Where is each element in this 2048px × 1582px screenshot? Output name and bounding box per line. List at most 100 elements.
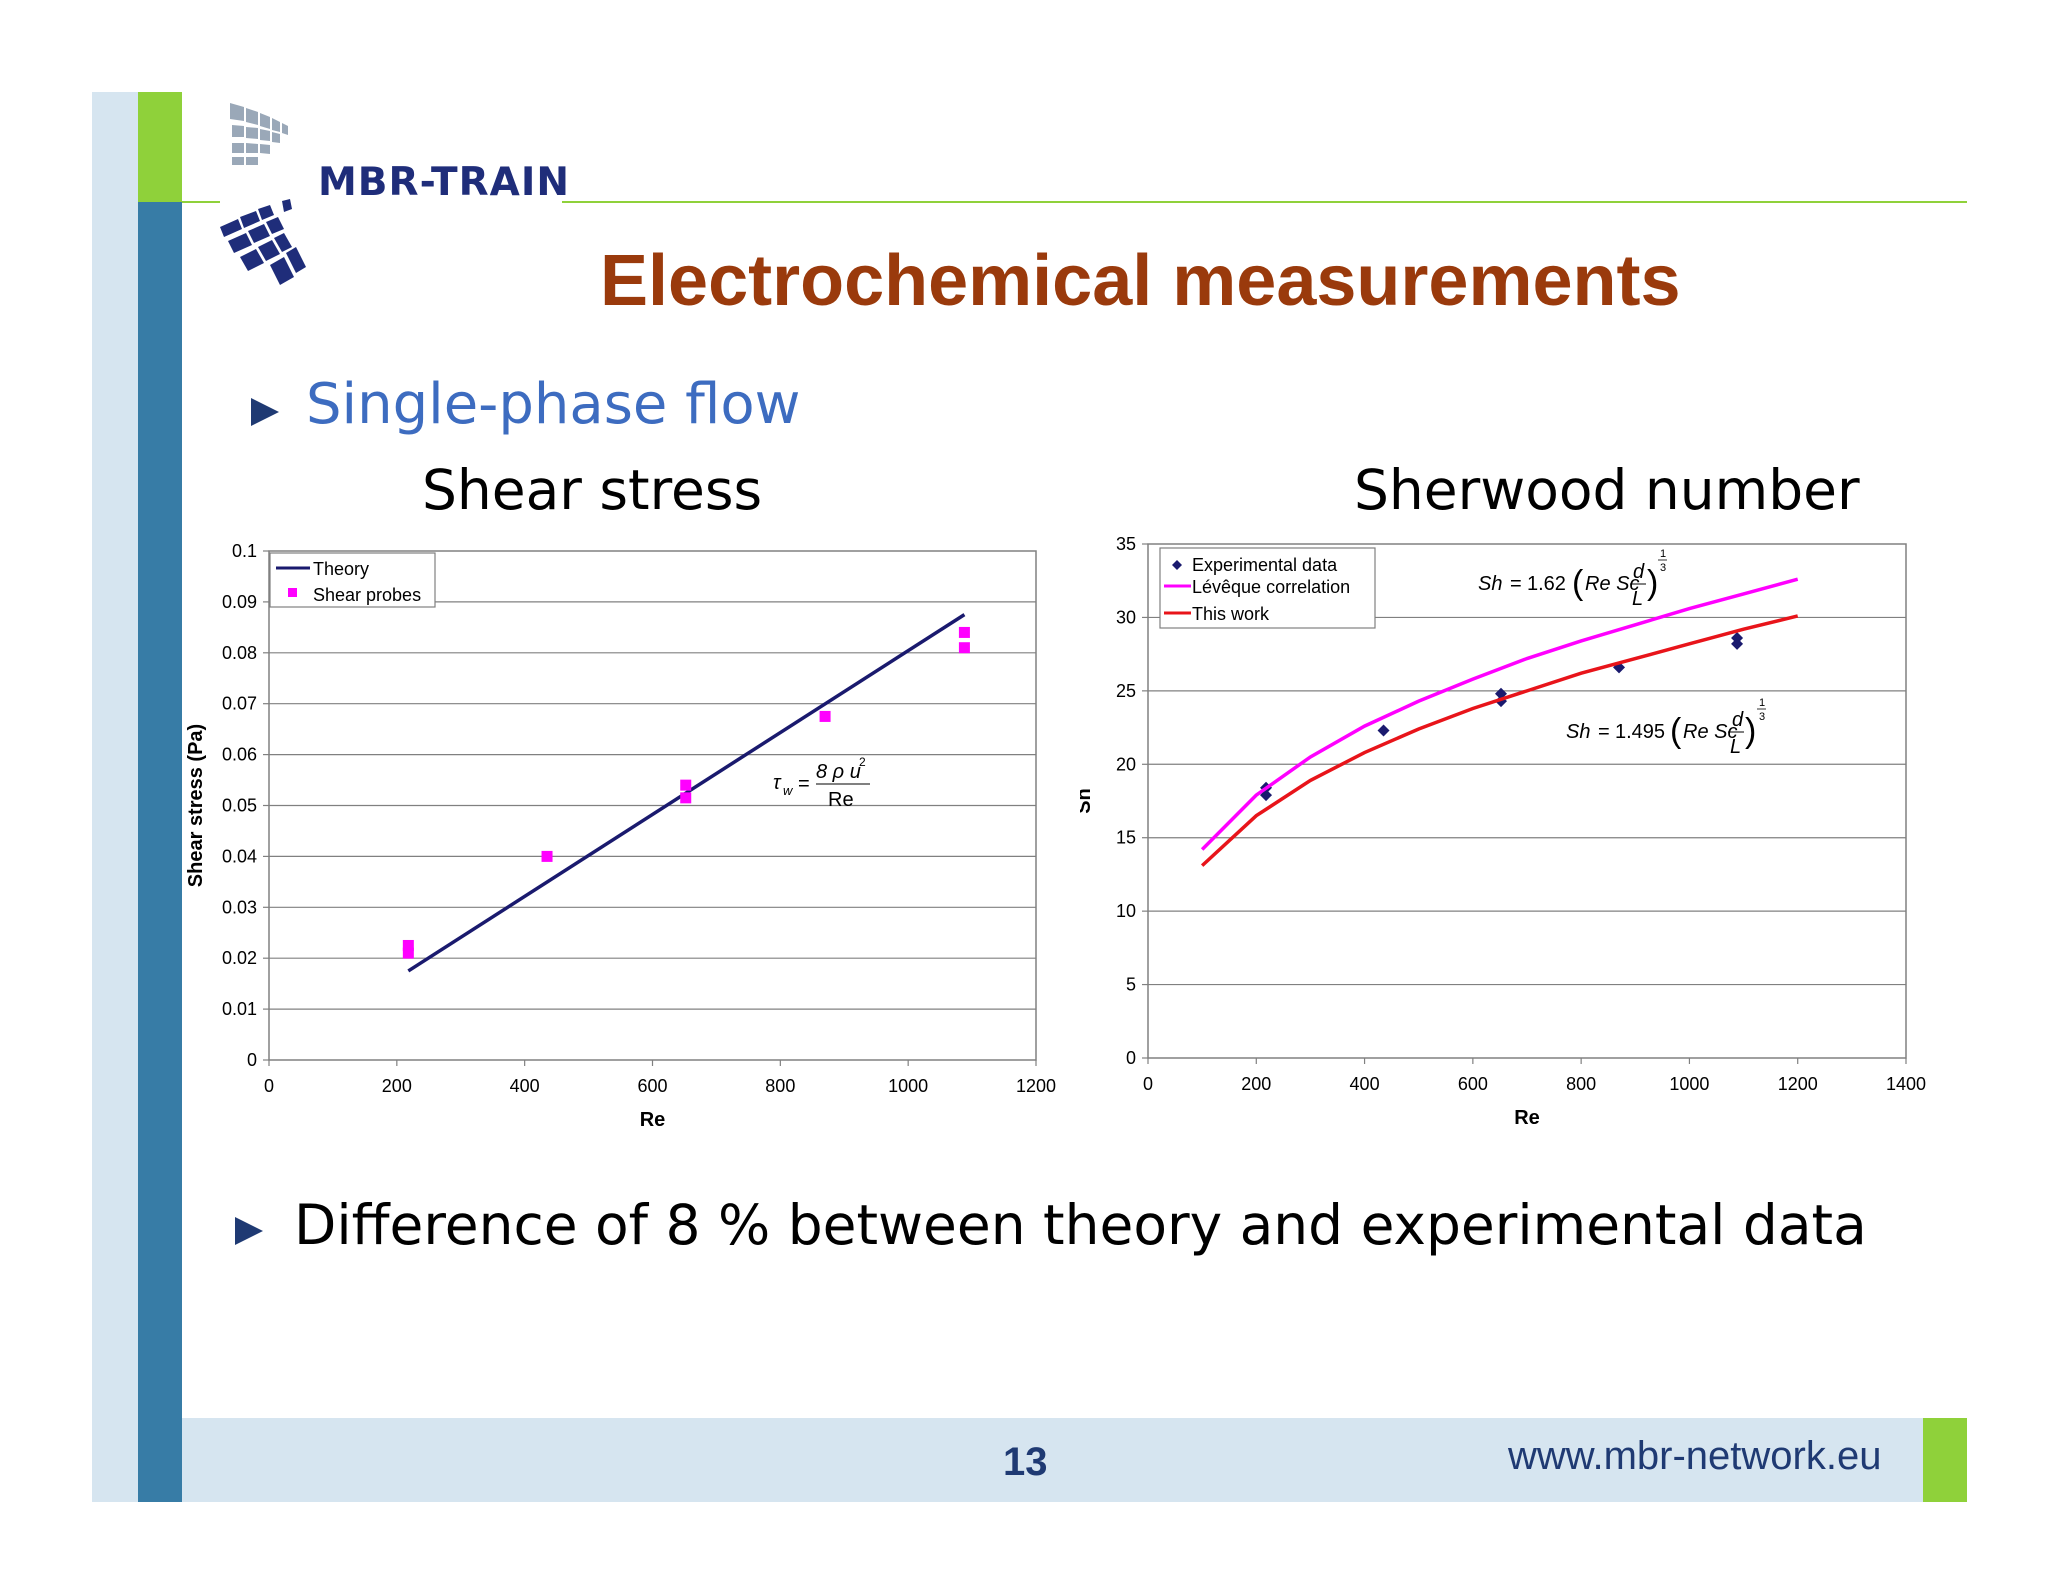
chart-heading-sherwood: Sherwood number <box>1354 458 1860 522</box>
shear-stress-chart: 0 0.01 0.02 0.03 0.04 0.05 0.06 0.07 0.08 0.09 0.1… <box>185 541 1056 1131</box>
plot-frame <box>1147 543 1907 1059</box>
logo-grid-icon <box>230 103 288 165</box>
svg-text:1.62: 1.62 <box>1527 573 1566 595</box>
data-point <box>541 850 553 862</box>
y-tick-label: 0 <box>1126 1048 1136 1068</box>
header-rule-left <box>182 201 220 203</box>
svg-text:3: 3 <box>1660 562 1666 574</box>
svg-text:3: 3 <box>1759 711 1765 723</box>
svg-text:Re Sc: Re Sc <box>1585 573 1639 595</box>
x-axis-label: Re <box>640 1109 666 1131</box>
x-tick-label: 600 <box>637 1076 667 1096</box>
data-point <box>958 642 970 654</box>
y-tick-label: 0.03 <box>222 897 257 917</box>
accent-block-top <box>138 92 182 202</box>
footer-url[interactable]: www.mbr-network.eu <box>1508 1434 1882 1478</box>
x-tick-label: 600 <box>1458 1074 1488 1094</box>
y-tick-label: 0.01 <box>222 999 257 1019</box>
mbr-train-logo <box>220 103 306 285</box>
x-tick-label: 1000 <box>888 1076 928 1096</box>
accent-block-bottom <box>1923 1418 1967 1502</box>
y-axis-label: Shear stress (Pa) <box>185 724 207 887</box>
side-strip-light <box>92 92 138 1502</box>
x-tick-label: 200 <box>382 1076 412 1096</box>
series-line <box>1200 577 1799 851</box>
svg-text:d: d <box>1633 561 1645 583</box>
svg-text:Sh: Sh <box>1478 573 1502 595</box>
svg-text:1: 1 <box>1660 548 1666 560</box>
svg-text:=: = <box>798 773 810 795</box>
y-tick-label: 0 <box>247 1050 257 1070</box>
svg-text:(: ( <box>1670 712 1682 750</box>
y-tick-label: 0.02 <box>222 948 257 968</box>
chart-heading-shear-stress: Shear stress <box>422 458 763 522</box>
legend-shear-probes: Shear probes <box>313 585 421 605</box>
y-tick-label: 10 <box>1116 901 1136 921</box>
grid <box>1148 616 1906 986</box>
legend-theory: Theory <box>313 559 369 579</box>
data-point <box>958 626 970 638</box>
formula-sub: w <box>783 783 794 798</box>
bullet-arrow-icon <box>235 1217 263 1245</box>
formula-this-work: Sh = 1.495 ( Re Sc d L ) 1 3 <box>1566 697 1766 758</box>
svg-text:1.495: 1.495 <box>1615 721 1665 743</box>
side-strip-dark <box>138 202 182 1502</box>
data-point <box>402 947 414 959</box>
formula-tau: τ w = 8 ρ u 2 Re <box>773 755 870 811</box>
data-point <box>1495 687 1508 700</box>
footer-bar <box>182 1418 1923 1502</box>
data-point <box>680 792 692 804</box>
x-ticks: 0 200 400 600 800 1000 1200 <box>264 1060 1056 1096</box>
y-tick-label: 5 <box>1126 975 1136 995</box>
y-tick-label: 0.09 <box>222 592 257 612</box>
x-tick-label: 800 <box>1566 1074 1596 1094</box>
x-tick-label: 400 <box>510 1076 540 1096</box>
data-point <box>680 779 692 791</box>
y-tick-label: 0.1 <box>232 541 257 561</box>
sherwood-chart: 0 5 10 15 20 25 30 35 0 200 400 600 800 1000 1200 1400… <box>1080 534 1926 1129</box>
y-ticks: 0 0.01 0.02 0.03 0.04 0.05 0.06 0.07 0.08 0.09 0.1 <box>222 541 269 1070</box>
y-tick-label: 35 <box>1116 534 1136 554</box>
y-tick-label: 15 <box>1116 828 1136 848</box>
data-point <box>1731 631 1744 644</box>
logo-grid-dark-icon <box>220 199 306 285</box>
data-point <box>402 939 414 951</box>
legend-experimental-data: Experimental data <box>1192 555 1338 575</box>
x-tick-label: 1200 <box>1016 1076 1056 1096</box>
data-point <box>1377 724 1390 737</box>
formula-lhs: τ <box>773 772 782 794</box>
svg-text:(: ( <box>1572 564 1584 602</box>
data-point <box>1613 661 1626 674</box>
svg-text:): ) <box>1745 712 1756 750</box>
y-tick-label: 0.04 <box>222 846 257 866</box>
svg-text:Sh: Sh <box>1566 721 1590 743</box>
y-tick-label: 0.08 <box>222 643 257 663</box>
y-tick-label: 20 <box>1116 754 1136 774</box>
legend-this-work: This work <box>1192 604 1270 624</box>
x-tick-label: 400 <box>1350 1074 1380 1094</box>
x-tick-label: 800 <box>765 1076 795 1096</box>
svg-text:=: = <box>1510 573 1522 595</box>
grid <box>269 601 1036 1010</box>
svg-text:1: 1 <box>1759 697 1765 709</box>
data-point <box>819 710 831 722</box>
y-ticks: 0 5 10 15 20 25 30 35 <box>1116 534 1148 1068</box>
y-axis-label: Sh <box>1080 788 1095 814</box>
logo-text: MBR-TRAIN <box>318 160 570 205</box>
legend: Theory Shear probes <box>269 552 436 608</box>
svg-text:L: L <box>1632 588 1643 610</box>
bullet-difference-note: Difference of 8 % between theory and exp… <box>294 1193 1867 1257</box>
svg-text:=: = <box>1598 721 1610 743</box>
y-tick-label: 0.07 <box>222 694 257 714</box>
x-tick-label: 1200 <box>1778 1074 1818 1094</box>
svg-text:): ) <box>1647 564 1658 602</box>
x-ticks: 0 200 400 600 800 1000 1200 1400 <box>1143 1058 1926 1094</box>
page-number: 13 <box>1003 1440 1048 1484</box>
x-tick-label: 200 <box>1241 1074 1271 1094</box>
x-tick-label: 0 <box>264 1076 274 1096</box>
formula-leveque: Sh = 1.62 ( Re Sc d L ) 1 3 <box>1478 548 1667 610</box>
bullet-arrow-icon <box>251 398 279 426</box>
svg-text:Re Sc: Re Sc <box>1683 721 1737 743</box>
formula-denominator: Re <box>828 789 854 811</box>
y-tick-label: 30 <box>1116 607 1136 627</box>
